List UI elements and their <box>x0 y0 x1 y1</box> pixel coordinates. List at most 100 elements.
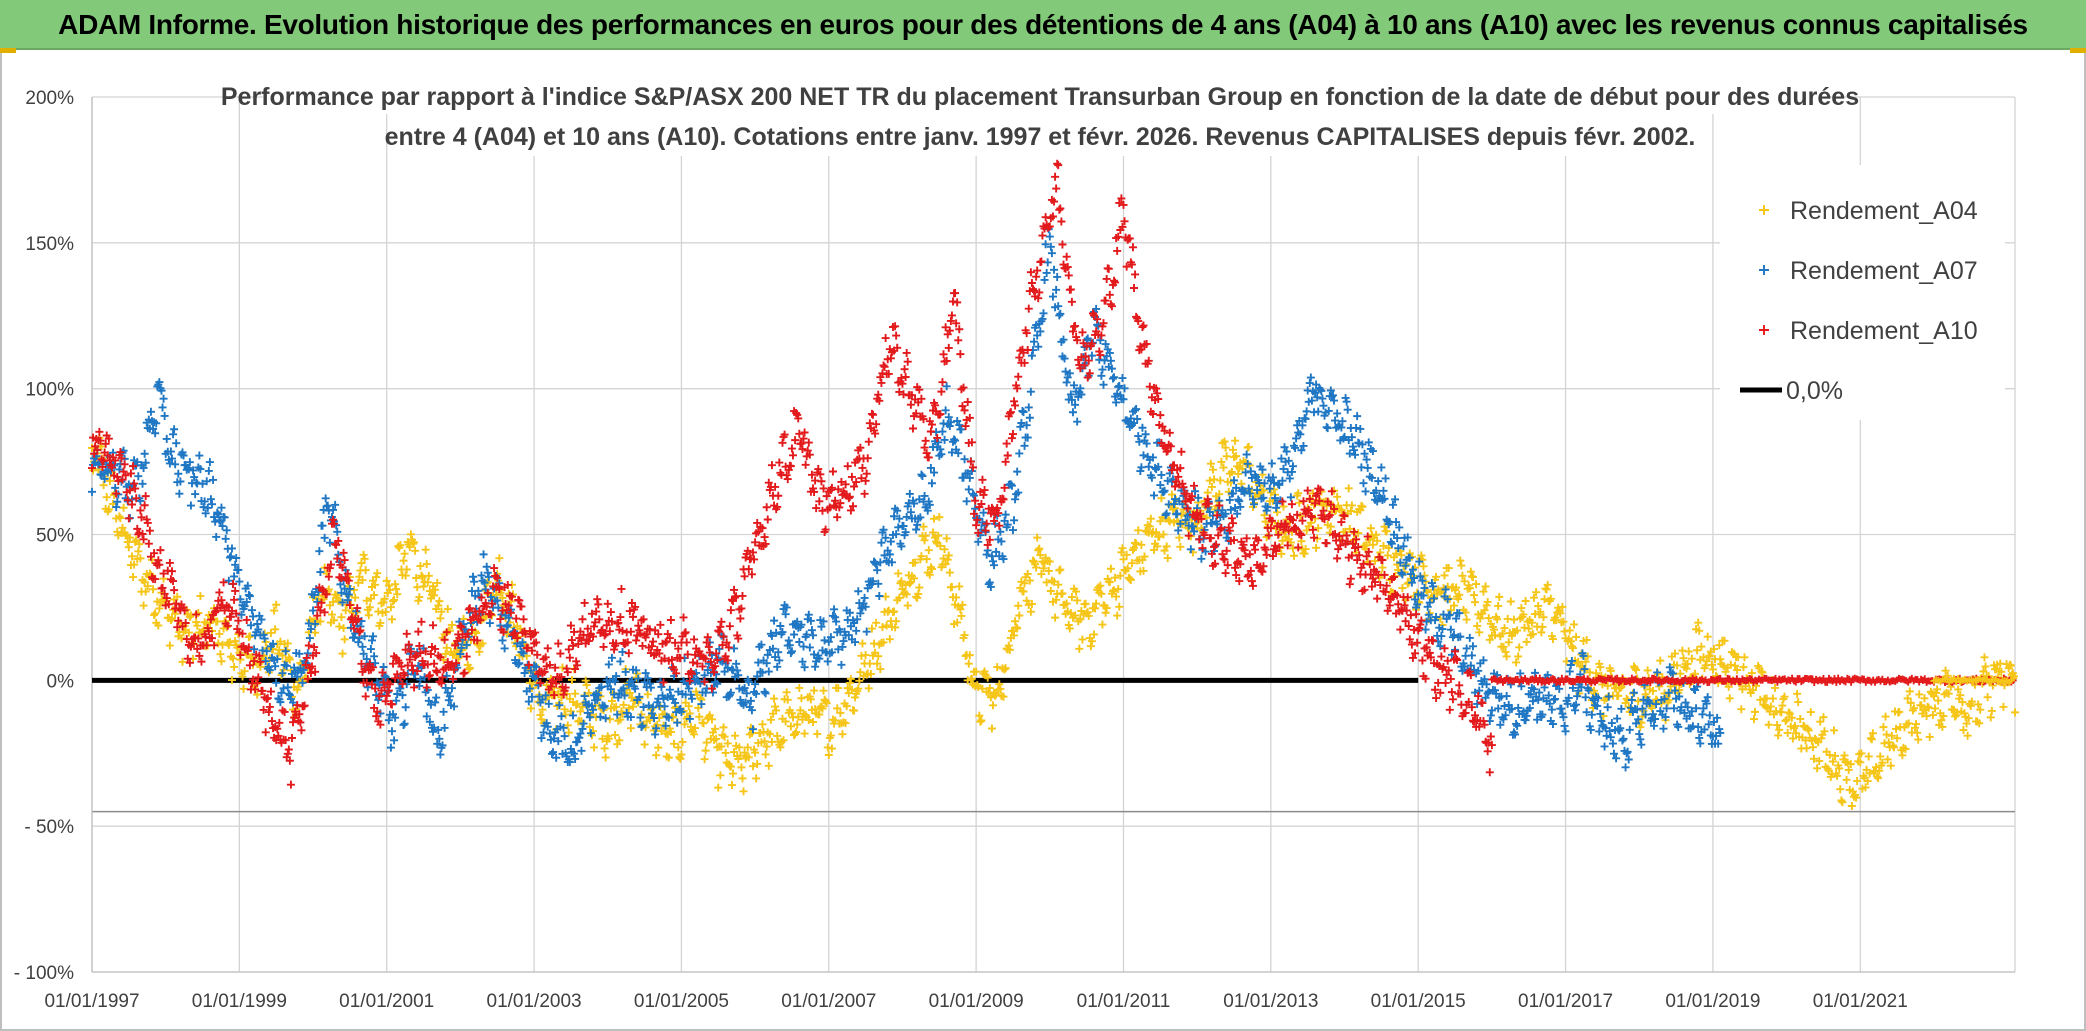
data-point <box>1377 463 1386 472</box>
data-point <box>1853 776 1862 785</box>
data-point <box>903 357 912 366</box>
data-point <box>876 665 885 674</box>
data-point <box>192 478 201 487</box>
data-point <box>815 710 824 719</box>
data-point <box>354 578 363 587</box>
data-point <box>196 465 205 474</box>
data-point <box>951 289 960 298</box>
data-point <box>1057 217 1066 226</box>
data-point <box>665 685 674 694</box>
data-point <box>1127 559 1136 568</box>
data-point <box>293 672 302 681</box>
data-point <box>1279 502 1288 511</box>
data-point <box>285 691 294 700</box>
data-point <box>316 568 325 577</box>
data-point <box>351 593 360 602</box>
data-point <box>150 611 159 620</box>
data-point <box>1981 662 1990 671</box>
data-point <box>2011 708 2019 717</box>
data-point <box>204 466 213 475</box>
data-point <box>1974 700 1983 709</box>
data-point <box>762 503 771 512</box>
data-point <box>1873 772 1882 781</box>
data-point <box>1468 573 1477 582</box>
data-point <box>442 643 451 652</box>
data-point <box>139 463 148 472</box>
data-point <box>1036 551 1045 560</box>
data-point <box>702 738 711 747</box>
data-point <box>1719 661 1728 670</box>
data-point <box>162 434 171 443</box>
data-point <box>1123 564 1132 573</box>
data-point <box>1632 665 1641 674</box>
data-point <box>1606 666 1615 675</box>
data-point <box>1966 701 1975 710</box>
data-point <box>794 712 803 721</box>
data-point <box>1039 309 1048 318</box>
data-point <box>679 613 688 622</box>
data-point <box>1207 482 1216 491</box>
data-point <box>729 769 737 778</box>
data-point <box>1782 715 1791 724</box>
data-marks <box>88 159 2019 811</box>
data-point <box>431 585 440 594</box>
data-point <box>184 628 193 637</box>
data-point <box>1378 563 1387 572</box>
data-point <box>1499 642 1508 651</box>
axes: 200%150%100%50%0%- 50%- 100%01/01/1997 01… <box>14 88 2015 1012</box>
data-point <box>439 707 448 716</box>
data-point <box>639 703 648 712</box>
data-point <box>676 754 685 763</box>
data-point <box>1265 484 1274 493</box>
data-point <box>272 600 281 609</box>
data-point <box>436 750 445 759</box>
data-point <box>985 684 994 693</box>
data-point <box>230 662 239 671</box>
y-tick-label: 50% <box>36 526 74 547</box>
data-point <box>1724 682 1733 691</box>
data-point <box>1831 751 1840 760</box>
data-point <box>860 593 869 602</box>
data-point <box>1227 467 1236 476</box>
data-point <box>284 745 293 754</box>
data-point <box>1440 571 1449 580</box>
data-point <box>143 582 152 591</box>
data-point <box>1002 439 1011 448</box>
data-point <box>1163 554 1172 563</box>
data-point <box>601 753 610 762</box>
data-point <box>336 580 345 589</box>
data-point <box>1062 599 1071 608</box>
data-point <box>1228 445 1237 454</box>
data-point <box>1373 536 1382 545</box>
data-point <box>1920 694 1929 703</box>
data-point <box>323 501 332 510</box>
data-point <box>1075 644 1084 653</box>
data-point <box>1067 593 1076 602</box>
data-point <box>337 613 346 622</box>
data-point <box>1379 486 1388 495</box>
data-point <box>1356 424 1365 433</box>
data-point <box>380 594 389 603</box>
data-point <box>357 559 366 568</box>
data-point <box>543 644 552 653</box>
data-point <box>1852 793 1861 802</box>
data-point <box>1190 481 1199 490</box>
data-point <box>965 651 974 660</box>
data-point <box>125 533 134 542</box>
data-point <box>358 576 367 585</box>
data-point <box>1004 641 1013 650</box>
data-point <box>329 597 338 606</box>
data-point <box>1140 552 1149 561</box>
series-rendement_a10 <box>88 159 1496 789</box>
data-point <box>709 688 718 697</box>
data-point <box>469 572 478 581</box>
data-point <box>854 587 863 596</box>
data-point <box>737 763 746 772</box>
data-point <box>837 660 846 669</box>
data-point <box>1673 661 1682 670</box>
data-point <box>498 593 507 602</box>
data-point <box>1486 711 1495 720</box>
data-point <box>1808 743 1817 752</box>
data-point <box>1840 751 1849 760</box>
data-point <box>1747 669 1756 678</box>
